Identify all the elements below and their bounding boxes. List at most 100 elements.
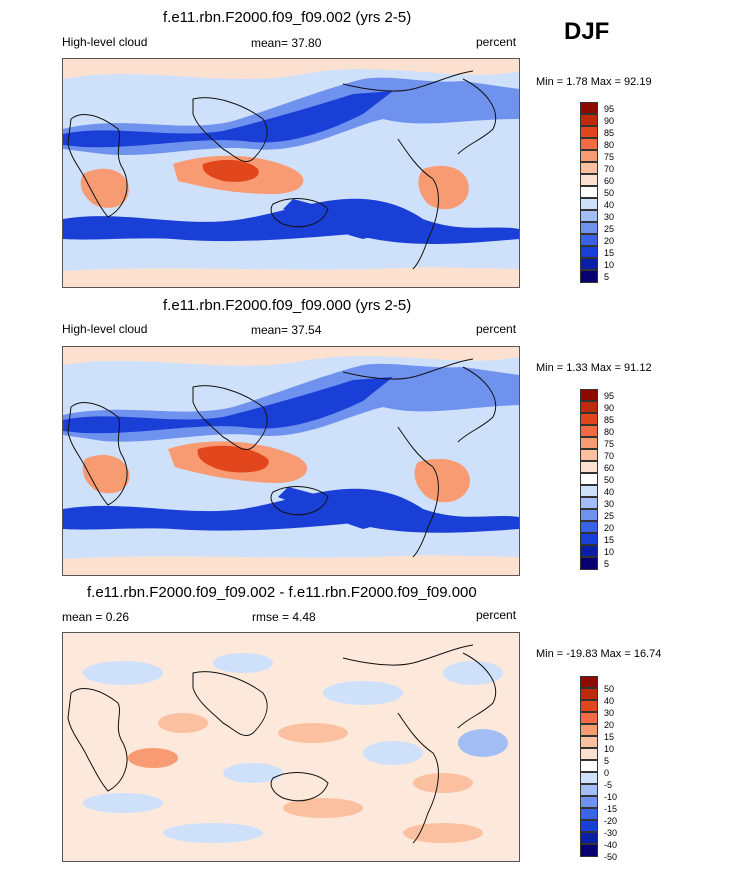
panel1-colorbar-bin (580, 198, 598, 210)
panel3-colorbar-bin (580, 760, 598, 772)
panel1-colorbar-bin (580, 174, 598, 186)
panel2-colorbar-label: 20 (604, 523, 615, 533)
panel3-units-label: percent (476, 608, 517, 622)
panel3-colorbar-bin (580, 784, 598, 796)
panel1-mean-label: mean= 37.80 (251, 36, 322, 50)
panel1-colorbar-bin (580, 270, 598, 283)
panel3-colorbar-bin (580, 712, 598, 724)
panel2-colorbar-bin (580, 485, 598, 497)
panel2-colorbar-bin (580, 425, 598, 437)
panel1-colorbar-label: 10 (604, 260, 615, 270)
panel2-colorbar-label: 40 (604, 487, 615, 497)
panel3-colorbar: 50 40 30 20 15 10 5 0 -5 -10 -15 -20 -30… (580, 676, 640, 862)
panel1-colorbar-bin (580, 210, 598, 222)
panel2-colorbar-bin (580, 545, 598, 557)
panel3-colorbar-label: 10 (604, 744, 615, 754)
panel3-colorbar-bin (580, 820, 598, 832)
panel3-colorbar-bin (580, 832, 598, 844)
panel3-map-field (63, 633, 519, 861)
panel3-colorbar-label: -20 (604, 816, 618, 826)
panel1-colorbar-label: 40 (604, 200, 615, 210)
panel3-colorbar-bin (580, 844, 598, 857)
panel2-colorbar-label: 80 (604, 427, 615, 437)
panel2-colorbar-bin (580, 401, 598, 413)
panel2-colorbar-label: 10 (604, 547, 615, 557)
panel1-map (62, 58, 520, 288)
panel2-colorbar-bin (580, 497, 598, 509)
panel3-colorbar-bin (580, 700, 598, 712)
panel2-colorbar-label: 30 (604, 499, 615, 509)
panel3-colorbar-label: 40 (604, 696, 615, 706)
panel2-colorbar-label: 75 (604, 439, 615, 449)
panel3-colorbar-bin (580, 772, 598, 784)
panel3-colorbar-label: 0 (604, 768, 610, 778)
panel3-colorbar-label: -15 (604, 804, 618, 814)
panel1-colorbar-label: 75 (604, 152, 615, 162)
panel2-title: f.e11.rbn.F2000.f09_f09.000 (yrs 2-5) (163, 297, 412, 314)
panel2-colorbar-bin (580, 461, 598, 473)
panel1-colorbar-bin (580, 186, 598, 198)
panel1-minmax-label: Min = 1.78 Max = 92.19 (536, 76, 652, 88)
panel3-colorbar-label: 50 (604, 684, 615, 694)
panel1-colorbar-bin (580, 222, 598, 234)
panel3-map (62, 632, 520, 862)
panel2-colorbar-label: 85 (604, 415, 615, 425)
panel2-colorbar-label: 50 (604, 475, 615, 485)
panel3-rmse-label: rmse = 4.48 (252, 610, 316, 624)
panel1-colorbar-bin (580, 102, 598, 114)
panel2-colorbar-bin (580, 449, 598, 461)
panel2-units-label: percent (476, 322, 517, 336)
panel1-map-field (63, 59, 519, 287)
panel1-colorbar-label: 30 (604, 212, 615, 222)
panel2-colorbar-bin (580, 533, 598, 545)
panel1-colorbar-bin (580, 138, 598, 150)
panel3-colorbar-bin (580, 676, 598, 688)
panel3-colorbar-bin (580, 796, 598, 808)
panel3-colorbar-bin (580, 724, 598, 736)
panel2-colorbar-label: 90 (604, 403, 615, 413)
panel2-minmax-label: Min = 1.33 Max = 91.12 (536, 362, 652, 374)
panel2-colorbar-label: 15 (604, 535, 615, 545)
panel3-colorbar-label: -5 (604, 780, 613, 790)
panel1-colorbar-label: 70 (604, 164, 615, 174)
panel2-colorbar: 95 90 85 80 75 70 60 50 40 30 25 20 15 1… (580, 389, 640, 571)
panel3-colorbar-bin (580, 736, 598, 748)
panel2-map-field (63, 347, 519, 575)
panel1-colorbar-label: 90 (604, 116, 615, 126)
panel3-minmax-label: Min = -19.83 Max = 16.74 (536, 648, 662, 660)
panel1-variable-label: High-level cloud (62, 35, 148, 49)
panel3-colorbar-bin (580, 688, 598, 700)
panel1-colorbar-label: 95 (604, 104, 615, 114)
panel1-colorbar-bin (580, 114, 598, 126)
panel3-colorbar-bin (580, 748, 598, 760)
panel2-map (62, 346, 520, 576)
panel2-colorbar-bin (580, 521, 598, 533)
panel1-colorbar-label: 60 (604, 176, 615, 186)
panel1-colorbar-label: 5 (604, 272, 610, 282)
panel2-colorbar-bin (580, 437, 598, 449)
panel1-colorbar-bin (580, 126, 598, 138)
panel1-colorbar-bin (580, 150, 598, 162)
panel3-colorbar-label: 30 (604, 708, 615, 718)
panel2-colorbar-bin (580, 413, 598, 425)
panel1-colorbar-bin (580, 234, 598, 246)
panel1-colorbar-label: 25 (604, 224, 615, 234)
panel3-colorbar-bin (580, 808, 598, 820)
panel1-title: f.e11.rbn.F2000.f09_f09.002 (yrs 2-5) (163, 9, 412, 26)
season-label: DJF (564, 18, 610, 45)
panel3-title: f.e11.rbn.F2000.f09_f09.002 - f.e11.rbn.… (87, 584, 477, 601)
panel1-colorbar-bin (580, 162, 598, 174)
panel2-colorbar-bin (580, 509, 598, 521)
panel2-colorbar-label: 5 (604, 559, 610, 569)
panel1-colorbar-label: 50 (604, 188, 615, 198)
panel2-mean-label: mean= 37.54 (251, 323, 322, 337)
panel3-colorbar-label: -50 (604, 852, 618, 862)
panel1-colorbar-label: 80 (604, 140, 615, 150)
panel3-colorbar-label: -10 (604, 792, 618, 802)
panel3-colorbar-label: -30 (604, 828, 618, 838)
panel3-colorbar-label: -40 (604, 840, 618, 850)
panel3-colorbar-label: 20 (604, 720, 615, 730)
panel1-colorbar-label: 15 (604, 248, 615, 258)
panel1-colorbar-label: 20 (604, 236, 615, 246)
panel1-colorbar-bin (580, 258, 598, 270)
